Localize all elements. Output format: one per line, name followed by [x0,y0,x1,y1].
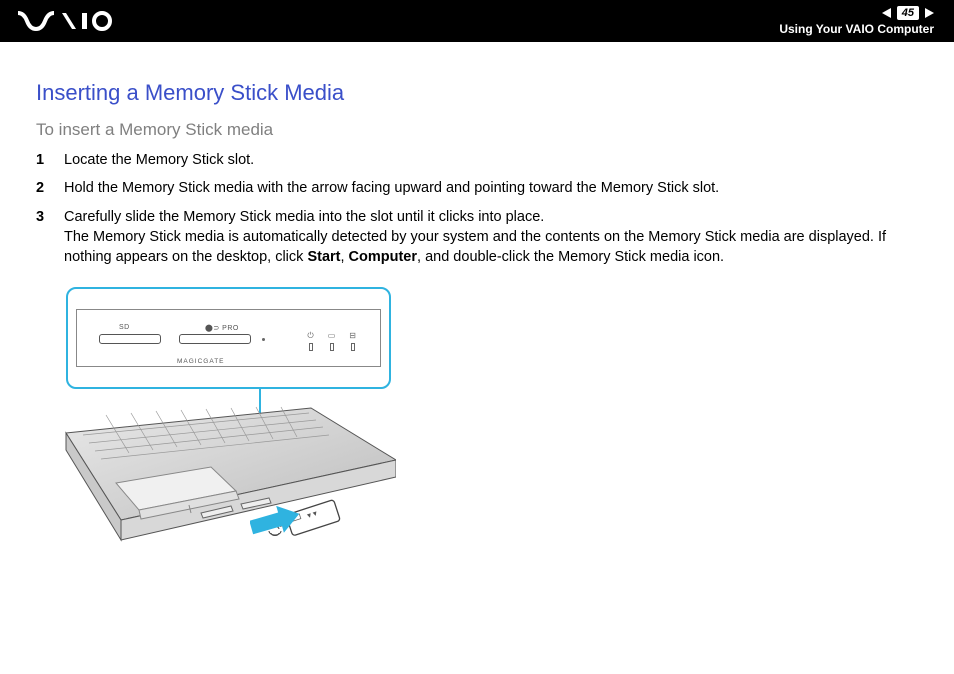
indicator-group: ⏻ ▭ ⊟ [307,332,356,351]
page-heading: Inserting a Memory Stick Media [36,80,918,106]
prev-page-arrow-icon[interactable] [882,8,891,18]
callout-panel: SD ⬤⊃ PRO MAGICGATE ⏻ ▭ ⊟ [76,309,381,367]
steps-list: 1 Locate the Memory Stick slot. 2 Hold t… [36,150,918,267]
insert-arrow-icon [250,499,312,539]
illustration: SD ⬤⊃ PRO MAGICGATE ⏻ ▭ ⊟ [66,287,396,587]
step-item: 1 Locate the Memory Stick slot. [36,150,918,170]
header-right: 45 Using Your VAIO Computer [779,6,934,36]
sd-slot-icon [99,334,161,344]
sd-label: SD [119,324,130,331]
page-subheading: To insert a Memory Stick media [36,120,918,140]
disk-indicator-icon: ⊟ [349,332,356,351]
laptop-sketch [61,405,396,585]
vaio-logo [18,11,114,31]
step-text: Carefully slide the Memory Stick media i… [64,207,918,268]
step-item: 2 Hold the Memory Stick media with the a… [36,178,918,198]
magicgate-label: MAGICGATE [177,358,225,365]
page-number: 45 [897,6,919,20]
bold-computer: Computer [349,249,417,265]
next-page-arrow-icon[interactable] [925,8,934,18]
section-label: Using Your VAIO Computer [779,22,934,36]
power-indicator-icon: ⏻ [307,332,313,351]
dot-icon [262,338,265,341]
memorystick-slot-icon [179,334,251,344]
step-item: 3 Carefully slide the Memory Stick media… [36,207,918,268]
callout-box: SD ⬤⊃ PRO MAGICGATE ⏻ ▭ ⊟ [66,287,391,389]
step-text: Locate the Memory Stick slot. [64,150,918,170]
step-number: 2 [36,178,64,198]
step-number: 1 [36,150,64,170]
page-content: Inserting a Memory Stick Media To insert… [0,42,954,587]
header-bar: 45 Using Your VAIO Computer [0,0,954,42]
page-nav: 45 [882,6,934,20]
bold-start: Start [307,249,340,265]
pro-label: ⬤⊃ PRO [205,324,239,332]
battery-indicator-icon: ▭ [328,332,336,351]
step-text-mid: , [340,249,348,265]
step-text-post: , and double-click the Memory Stick medi… [417,249,724,265]
step-text: Hold the Memory Stick media with the arr… [64,178,918,198]
step-number: 3 [36,207,64,268]
